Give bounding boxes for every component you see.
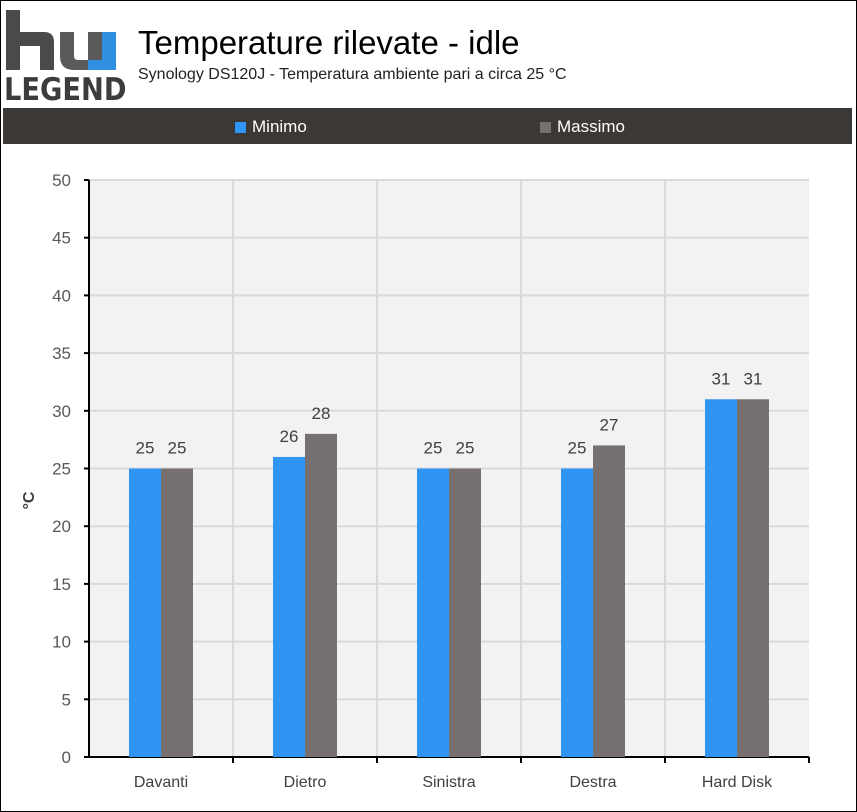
y-tick-label: 45 xyxy=(52,229,71,248)
bar-chart: 0 5 10 15 20 25 30 35 40 45 50 °C 25 25 Davanti 26 28 Die… xyxy=(21,171,810,791)
data-label: 27 xyxy=(600,415,619,434)
data-label: 25 xyxy=(456,439,475,458)
legend-bar: Minimo Massimo xyxy=(3,108,852,144)
y-tick-label: 25 xyxy=(52,460,71,479)
hwlegend-logo: LEGEND xyxy=(4,8,127,108)
x-category-label: Dietro xyxy=(284,774,327,791)
data-label: 25 xyxy=(168,439,187,458)
logo-mark-icon xyxy=(6,10,116,70)
chart-subtitle: Synology DS120J - Temperatura ambiente p… xyxy=(138,66,567,83)
y-tick-label: 50 xyxy=(52,171,71,190)
chart-title: Temperature rilevate - idle xyxy=(138,24,520,61)
y-tick-label: 35 xyxy=(52,344,71,363)
bar-minimo xyxy=(417,468,449,757)
data-label: 25 xyxy=(424,439,443,458)
y-tick-label: 40 xyxy=(52,286,71,305)
bar-minimo xyxy=(273,456,305,757)
y-tick-label: 5 xyxy=(62,690,71,709)
x-category-label: Hard Disk xyxy=(702,774,773,791)
y-tick-label: 20 xyxy=(52,517,71,536)
bar-massimo xyxy=(593,445,625,757)
bar-minimo xyxy=(705,399,737,757)
data-label: 26 xyxy=(280,427,299,446)
data-label: 31 xyxy=(744,369,763,388)
bar-minimo xyxy=(561,468,593,757)
x-category-label: Davanti xyxy=(134,774,188,791)
data-label: 25 xyxy=(568,439,587,458)
data-label: 31 xyxy=(712,369,731,388)
legend-label-massimo: Massimo xyxy=(557,117,626,136)
bar-massimo xyxy=(161,468,193,757)
y-tick-label: 15 xyxy=(52,575,71,594)
data-label: 28 xyxy=(312,404,331,423)
bar-massimo xyxy=(449,468,481,757)
legend-item-minimo: Minimo xyxy=(235,117,307,137)
bar-massimo xyxy=(305,433,337,757)
y-tick-label: 0 xyxy=(62,748,71,767)
legend-swatch-massimo xyxy=(540,121,551,133)
bar-minimo xyxy=(129,468,161,757)
data-label: 25 xyxy=(136,439,155,458)
x-category-label: Destra xyxy=(569,774,616,791)
bar-massimo xyxy=(737,399,769,757)
legend-item-massimo: Massimo xyxy=(540,117,625,137)
legend-swatch-minimo xyxy=(235,121,246,133)
legend-label-minimo: Minimo xyxy=(252,117,307,136)
y-axis-label: °C xyxy=(21,491,38,509)
y-tick-label: 30 xyxy=(52,402,71,421)
logo-word: LEGEND xyxy=(4,72,127,108)
x-category-label: Sinistra xyxy=(422,774,475,791)
y-tick-label: 10 xyxy=(52,633,71,652)
chart-root: 0 5 10 15 20 25 30 35 40 45 50 °C 25 25 Davanti 26 28 Die… xyxy=(21,171,810,791)
